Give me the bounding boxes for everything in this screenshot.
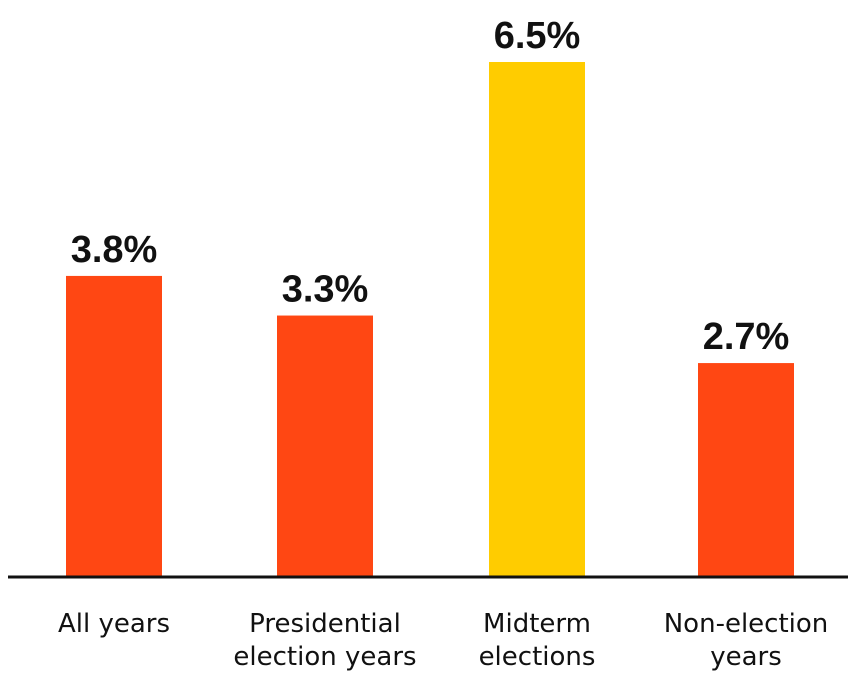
category-label-1: Presidential election years — [233, 609, 416, 672]
category-label-0: All years — [58, 609, 170, 639]
category-label-3-line-1: years — [710, 642, 782, 672]
bar-3 — [698, 363, 794, 577]
bar-2 — [489, 62, 585, 577]
category-label-1-line-1: election years — [233, 642, 416, 672]
value-label-0: 3.8% — [71, 229, 158, 271]
bars-layer — [66, 62, 794, 577]
bar-1 — [277, 315, 373, 577]
category-label-3-line-0: Non-election — [664, 609, 829, 639]
category-label-3: Non-election years — [664, 609, 829, 672]
value-label-2: 6.5% — [494, 15, 581, 57]
value-labels-layer: 3.8% 3.3% 6.5% 2.7% — [71, 15, 790, 358]
category-label-2-line-0: Midterm — [483, 609, 591, 639]
value-label-1: 3.3% — [282, 269, 369, 311]
category-labels-layer: All years Presidential election years Midte… — [58, 609, 828, 672]
category-label-0-line-0: All years — [58, 609, 170, 639]
value-label-3: 2.7% — [703, 316, 790, 358]
category-label-1-line-0: Presidential — [249, 609, 401, 639]
category-label-2-line-1: elections — [479, 642, 596, 672]
category-label-2: Midterm elections — [479, 609, 596, 672]
bar-0 — [66, 275, 162, 577]
